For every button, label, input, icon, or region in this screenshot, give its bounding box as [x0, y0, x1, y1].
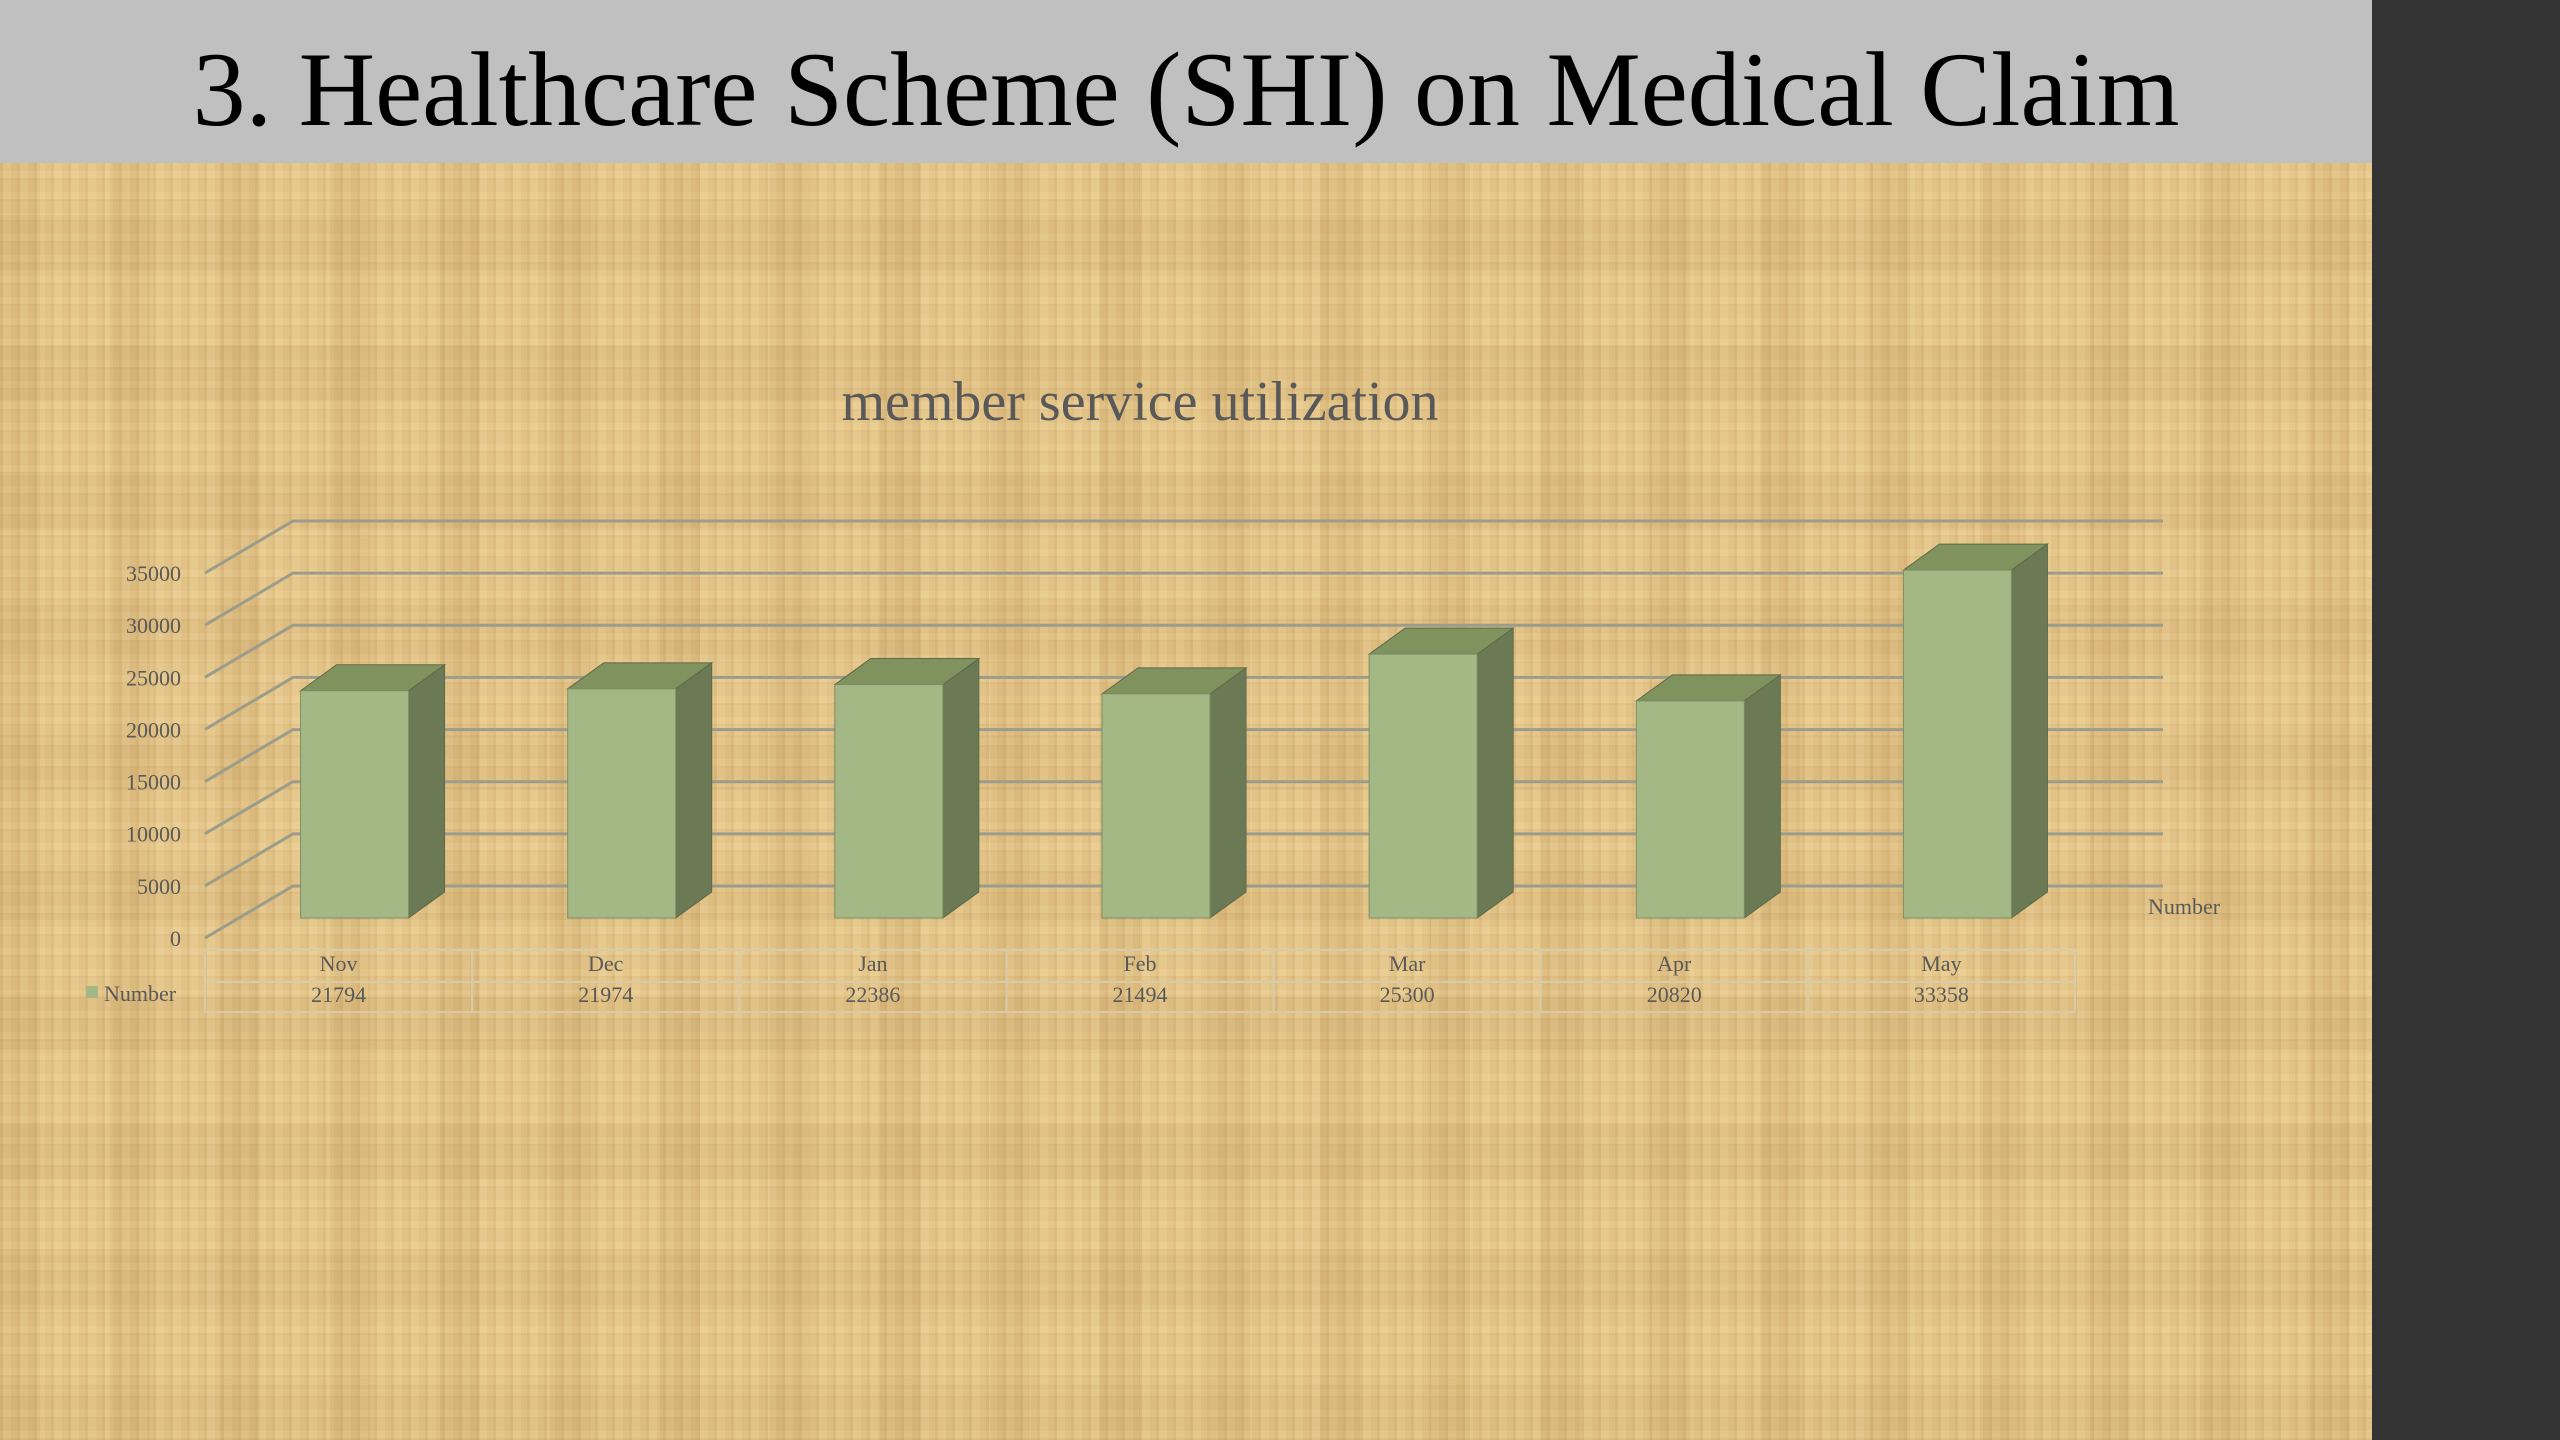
y-tick-label: 0 — [170, 926, 181, 951]
bar-side — [675, 661, 713, 919]
y-tick-label: 35000 — [126, 561, 181, 586]
y-axis: 0 5000 10000 15000 20000 25000 30000 35000 — [126, 561, 181, 951]
legend-swatch — [86, 986, 98, 998]
gridline — [204, 832, 2163, 888]
x-category-label: May — [1921, 951, 1961, 976]
bar-jan — [833, 657, 981, 919]
data-table-value: 21494 — [1113, 982, 1168, 1007]
y-tick-label: 10000 — [126, 822, 181, 847]
bar-chart: member service utilization 0 5000 10000 150… — [86, 371, 2221, 1013]
data-table-value: 33358 — [1914, 982, 1969, 1007]
bar-front — [834, 684, 944, 919]
bar-side — [942, 657, 980, 919]
title-band: 3. Healthcare Scheme (SHI) on Medical Cl… — [0, 0, 2372, 163]
gridline — [204, 728, 2163, 783]
x-category-label: Mar — [1389, 951, 1426, 976]
gridline — [204, 519, 2163, 575]
bar-front — [300, 690, 410, 919]
bar-mar — [1367, 627, 1515, 919]
right-side-strip — [2372, 0, 2560, 1440]
bar-feb — [1100, 666, 1248, 919]
y-tick-label: 15000 — [126, 770, 181, 795]
legend-label: Number — [104, 981, 177, 1006]
bar-side — [1209, 666, 1247, 919]
gridline — [204, 884, 2163, 940]
bar-may — [1901, 543, 2049, 919]
bar-side — [408, 663, 446, 919]
bar-front — [1101, 693, 1211, 919]
y-tick-label: 20000 — [126, 717, 181, 742]
y-tick-label: 25000 — [126, 665, 181, 690]
x-category-label: Feb — [1124, 951, 1157, 976]
x-category-label: Dec — [588, 951, 624, 976]
bar-dec — [566, 661, 714, 919]
depth-axis-series-label: Number — [2148, 894, 2221, 919]
data-table-value: 21794 — [311, 982, 366, 1007]
slide-title: 3. Healthcare Scheme (SHI) on Medical Cl… — [192, 31, 2180, 148]
y-tick-label: 5000 — [137, 874, 181, 899]
data-table-value: 21974 — [578, 982, 633, 1007]
data-table-value: 22386 — [845, 982, 900, 1007]
legend-key: Number — [86, 981, 177, 1006]
x-category-label: Jan — [858, 951, 887, 976]
bar-side — [1476, 627, 1514, 919]
gridline — [204, 780, 2163, 836]
bar-front — [1902, 569, 2012, 919]
gridline — [204, 675, 2163, 731]
data-table-value: 25300 — [1380, 982, 1435, 1007]
bar-side — [1743, 673, 1781, 919]
bar-apr — [1634, 673, 1782, 919]
data-table: Number Nov 21794 Dec 21974 Jan 22386 Feb 21494 Ma… — [86, 949, 2076, 1013]
chart-title: member service utilization — [841, 371, 1438, 433]
gridline — [204, 623, 2163, 679]
gridline — [204, 571, 2163, 627]
bar-front — [567, 688, 677, 919]
y-tick-label: 30000 — [126, 613, 181, 638]
bars — [299, 543, 2049, 919]
gridlines — [204, 519, 2163, 940]
bar-side — [2010, 543, 2048, 919]
bar-front — [1635, 700, 1745, 919]
bar-front — [1368, 653, 1478, 919]
data-table-value: 20820 — [1647, 982, 1702, 1007]
x-category-label: Nov — [320, 951, 358, 976]
x-category-label: Apr — [1657, 951, 1692, 976]
bar-nov — [299, 663, 447, 919]
